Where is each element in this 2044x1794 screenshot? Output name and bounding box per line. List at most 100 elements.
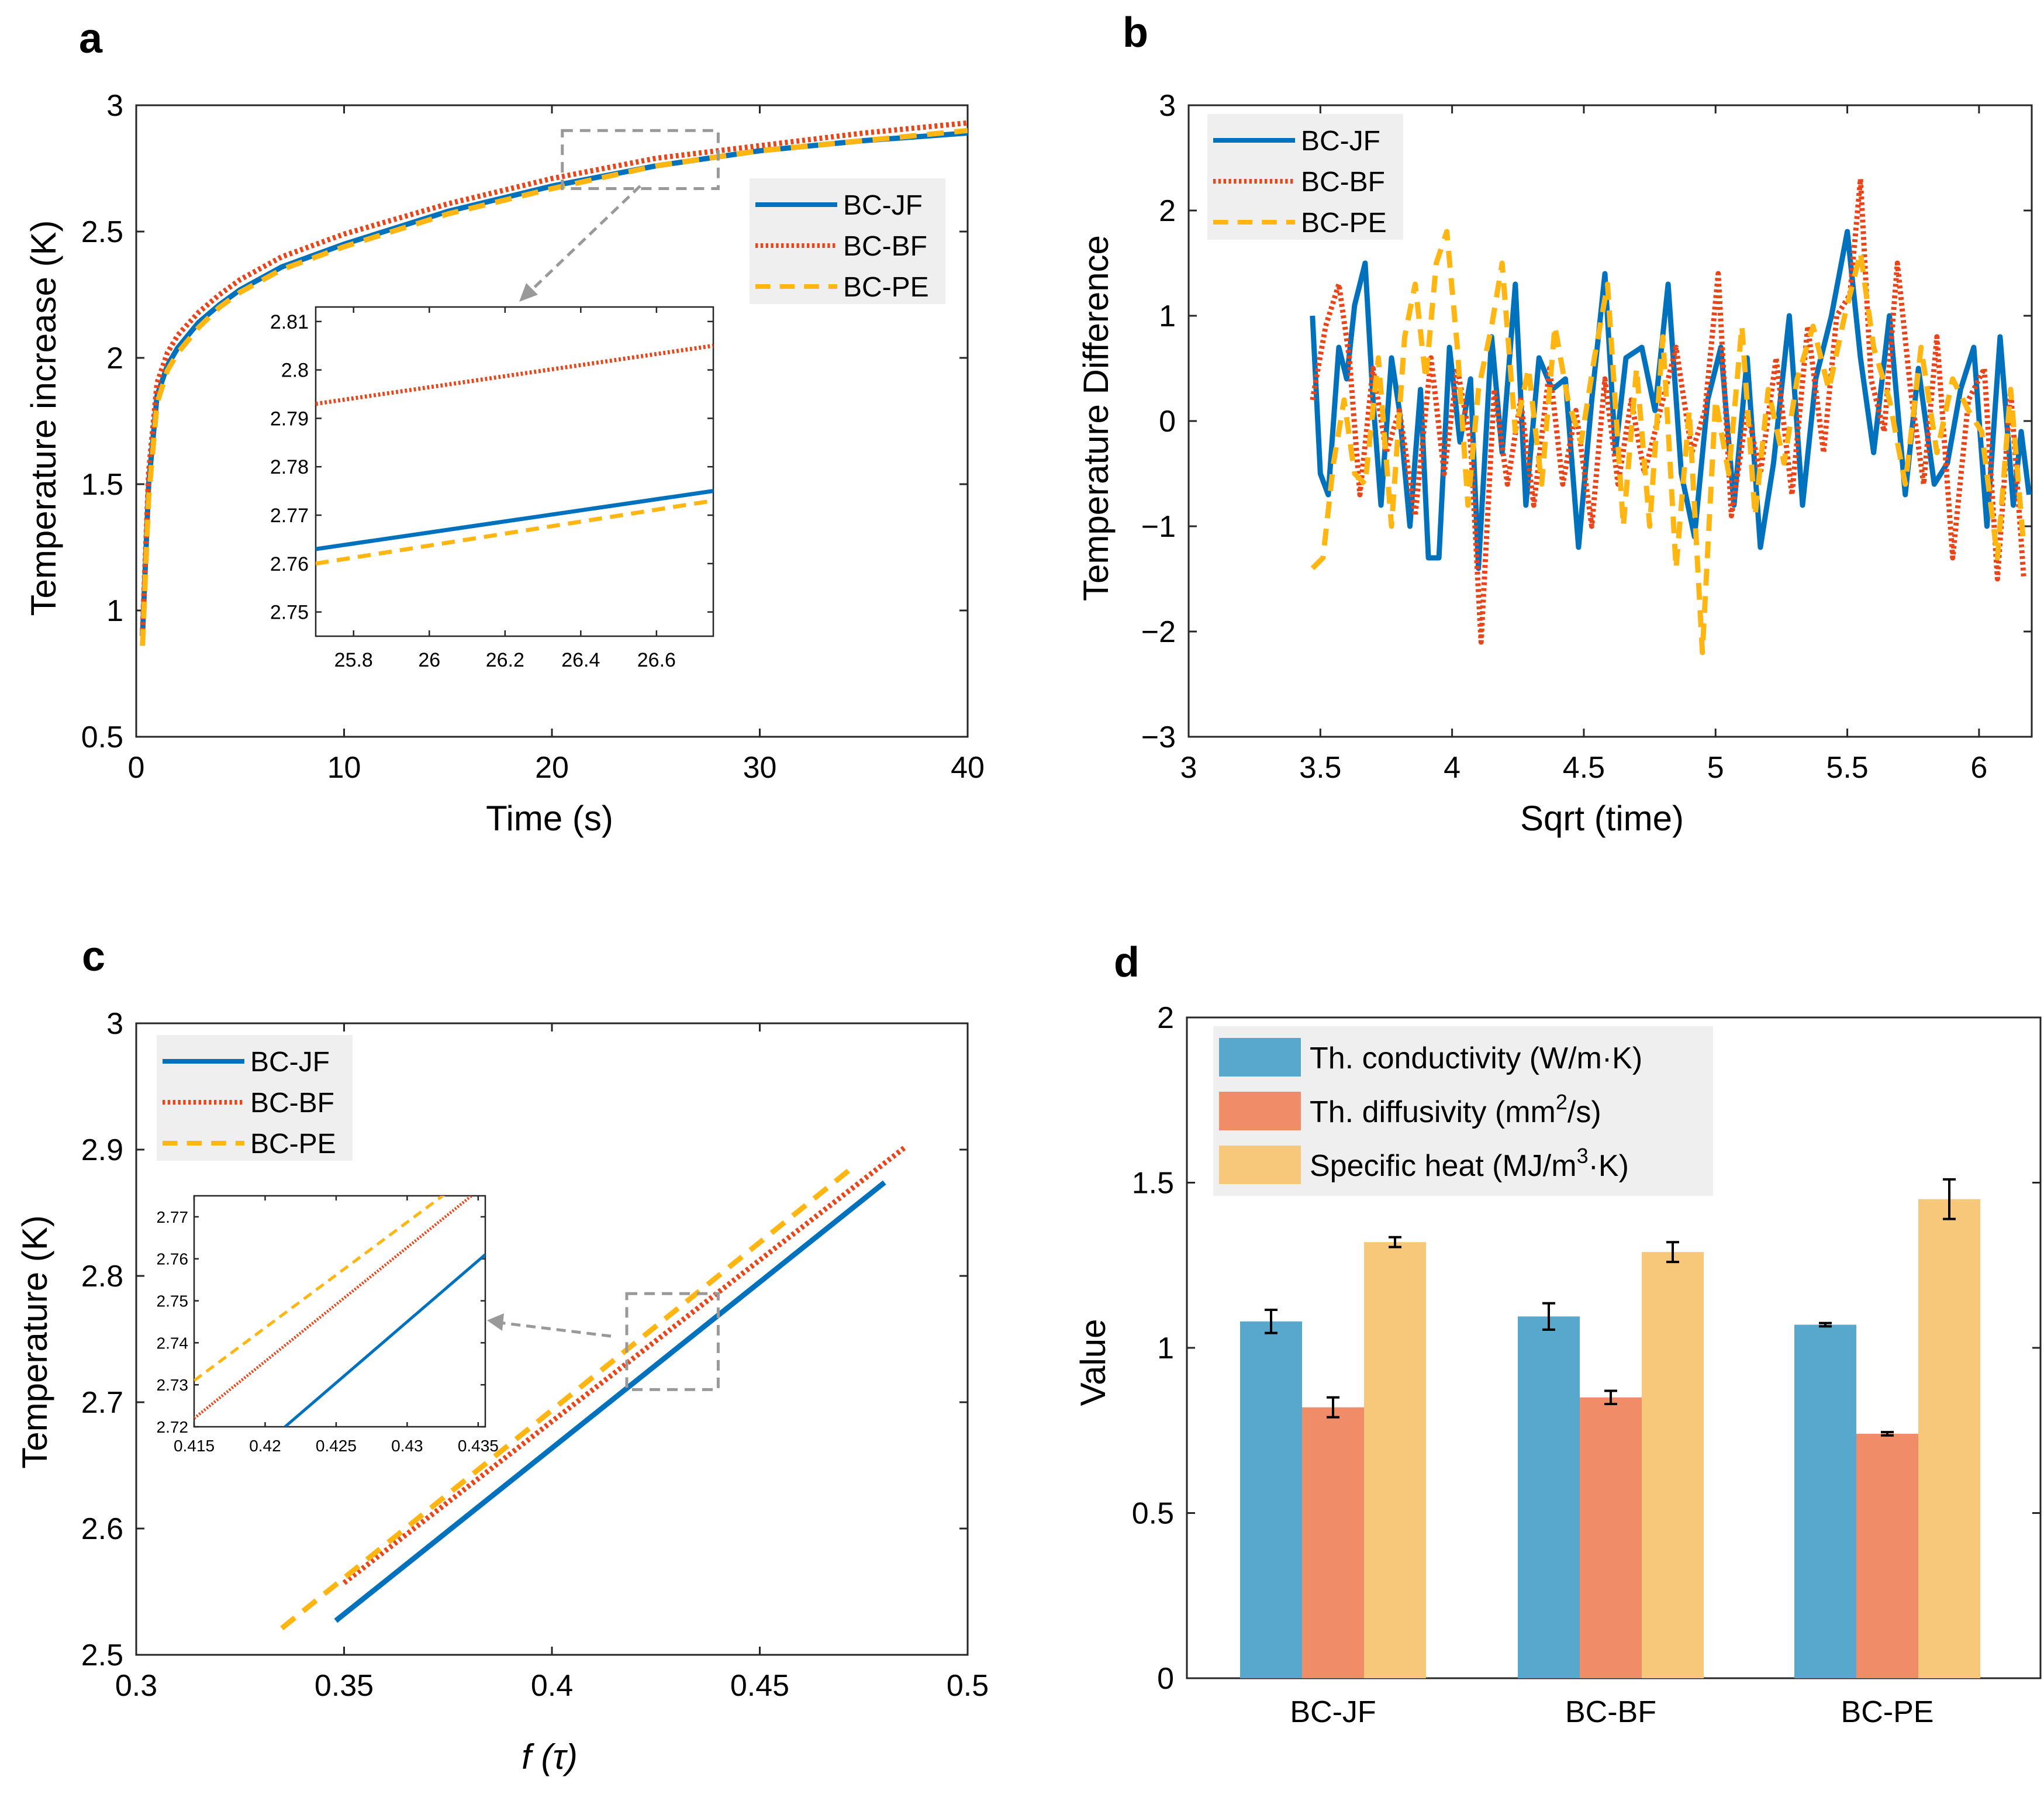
panel-d-legend-swatch: [1219, 1146, 1301, 1184]
panel-d-category-label: BC-BF: [1565, 1695, 1656, 1729]
panel-label-a: a: [79, 15, 103, 62]
panel-b-legend-label: BC-JF: [1301, 126, 1380, 157]
panel-a-inset-ytick-label: 2.79: [270, 408, 309, 430]
panel-d-bar: [1794, 1324, 1856, 1678]
panel-c-inset-xtick-label: 0.415: [174, 1437, 215, 1455]
panel-d-ylabel: Value: [1073, 1319, 1113, 1406]
panel-b-xtick-label: 4: [1444, 751, 1461, 785]
panel-b-xtick-label: 4.5: [1563, 751, 1605, 785]
panel-b-xtick-label: 5.5: [1826, 751, 1868, 785]
panel-a-inset-ytick-label: 2.8: [281, 360, 309, 382]
panel-c-xtick-label: 0.35: [315, 1669, 374, 1703]
panel-d-legend-text: /s): [1567, 1095, 1601, 1129]
panel-c-inset-ytick-label: 2.73: [157, 1376, 189, 1394]
panel-a-zoom-arrow: [528, 185, 641, 294]
panel-b-ytick-label: −3: [1141, 720, 1176, 754]
panel-d-bar: [1580, 1397, 1642, 1678]
panel-d-category-label: BC-JF: [1290, 1695, 1376, 1729]
panel-b-legend-label: BC-PE: [1301, 208, 1387, 239]
panel-a-xtick-label: 30: [743, 751, 777, 785]
panel-c-xlabel: f (τ): [522, 1737, 578, 1776]
panel-d-bar: [1364, 1242, 1426, 1678]
panel-c-inset-ytick-label: 2.72: [157, 1418, 189, 1436]
panel-c-legend-label: BC-PE: [250, 1129, 336, 1160]
panel-a-ytick-label: 1.5: [81, 468, 123, 502]
panel-a-ytick-label: 3: [106, 89, 123, 123]
panel-c-ytick-label: 2.5: [81, 1638, 123, 1672]
panel-c-ytick-label: 3: [106, 1007, 123, 1041]
panel-d-legend-swatch: [1219, 1092, 1301, 1130]
panel-d-ytick-label: 0: [1157, 1662, 1174, 1696]
panel-a-xtick-label: 0: [128, 751, 145, 785]
panel-c-inset-series-group: [194, 1196, 485, 1427]
panel-a-inset-ytick-label: 2.78: [270, 456, 309, 478]
panel-d-category-label: BC-PE: [1841, 1695, 1934, 1729]
panel-b-ytick-label: 2: [1159, 194, 1176, 228]
panel-a-inset-series-bc-jf: [316, 489, 713, 551]
panel-a-inset-ytick-label: 2.81: [270, 311, 309, 333]
panel-b-ytick-label: −2: [1141, 615, 1176, 649]
panel-a-xtick-label: 20: [535, 751, 569, 785]
panel-c-inset-xtick-label: 0.42: [249, 1437, 281, 1455]
panel-a-ytick-label: 2: [106, 341, 123, 375]
panel-b-ylabel: Temperature Difference: [1076, 235, 1116, 601]
panel-a-zoom-box: [561, 129, 720, 191]
panel-c-inset-xtick-label: 0.425: [316, 1437, 357, 1455]
panel-c-ylabel: Temperature (K): [15, 1215, 54, 1468]
panel-c-ytick-label: 2.7: [81, 1386, 123, 1420]
panel-c-inset-ytick-label: 2.74: [157, 1334, 189, 1352]
panel-c-legend-label: BC-JF: [250, 1047, 330, 1078]
panel-c-series-group: [280, 1145, 907, 1631]
panel-label-d: d: [1114, 939, 1140, 986]
panel-c-xtick-label: 0.3: [115, 1669, 157, 1703]
panel-a-ytick-label: 1: [106, 594, 123, 628]
panel-a-legend-label: BC-PE: [843, 272, 929, 303]
panel-d-legend-label: Specific heat (MJ/m3·K): [1310, 1144, 1629, 1183]
panel-label-b: b: [1123, 9, 1148, 56]
panel-a-inset-ytick-label: 2.75: [270, 602, 309, 624]
panel-b-legend: [1207, 114, 1403, 240]
panel-a-legend-label: BC-JF: [843, 190, 923, 221]
panel-d-legend-label: Th. diffusivity (mm2/s): [1310, 1090, 1601, 1129]
panel-a-inset-xtick-label: 26: [418, 649, 440, 671]
panel-a-inset-frame: [315, 306, 714, 637]
panel-c-ytick-label: 2.9: [81, 1133, 123, 1167]
panel-a-inset-series-bc-pe: [316, 498, 713, 566]
panel-c-inset-ytick-label: 2.77: [157, 1208, 189, 1226]
panel-c-series-bc-jf: [334, 1180, 886, 1623]
panel-b-xtick-label: 6: [1970, 751, 1987, 785]
panel-b-series-bc-pe: [1310, 229, 2026, 656]
panel-a-inset-xtick-label: 26.2: [486, 649, 524, 671]
panel-c-xtick-label: 0.4: [531, 1669, 573, 1703]
panel-a-inset-series-bc-bf: [316, 343, 713, 406]
panel-a-inset-series-group: [316, 343, 713, 566]
panel-b-ytick-label: 3: [1159, 89, 1176, 123]
panel-a-inset-ytick-label: 2.77: [270, 505, 309, 527]
panel-c-legend: [157, 1035, 353, 1161]
plot-layer: 0 10 20 30 400.511.522.53BC-JFBC-BFBC-PE25.8…: [81, 89, 2042, 1729]
panel-c-inset-series-bc-pe: [194, 1196, 446, 1382]
panel-d-legend-text: Specific heat (MJ/m: [1310, 1149, 1577, 1183]
panel-b-ytick-label: 0: [1159, 405, 1176, 439]
panel-a-legend: [750, 178, 945, 304]
panel-d-legend-superscript: 2: [1556, 1090, 1567, 1114]
panel-a-inset-xtick-label: 26.6: [637, 649, 676, 671]
panel-d-ytick-label: 0.5: [1132, 1497, 1174, 1531]
panel-a-legend-label: BC-BF: [843, 231, 927, 262]
panel-d-bar: [1518, 1316, 1580, 1678]
panel-c-series-bc-pe: [280, 1166, 853, 1631]
panel-c-inset-xtick-label: 0.43: [391, 1437, 423, 1455]
panel-b-xtick-label: 3.5: [1299, 751, 1341, 785]
panel-c-zoom-box: [625, 1292, 720, 1391]
panel-d-bar: [1240, 1321, 1302, 1678]
panel-c-xtick-label: 0.45: [730, 1669, 789, 1703]
panel-c-zoom-arrowhead: [487, 1313, 504, 1331]
panel-a-series-group: [140, 120, 968, 646]
panel-d-bar: [1642, 1252, 1704, 1678]
panel-a-xtick-label: 10: [327, 751, 361, 785]
panel-d-ytick-label: 2: [1157, 1001, 1174, 1035]
panel-b-series-bc-bf: [1310, 176, 2026, 645]
panel-d-legend-superscript: 3: [1577, 1144, 1589, 1168]
panel-b-xtick-label: 3: [1180, 751, 1197, 785]
